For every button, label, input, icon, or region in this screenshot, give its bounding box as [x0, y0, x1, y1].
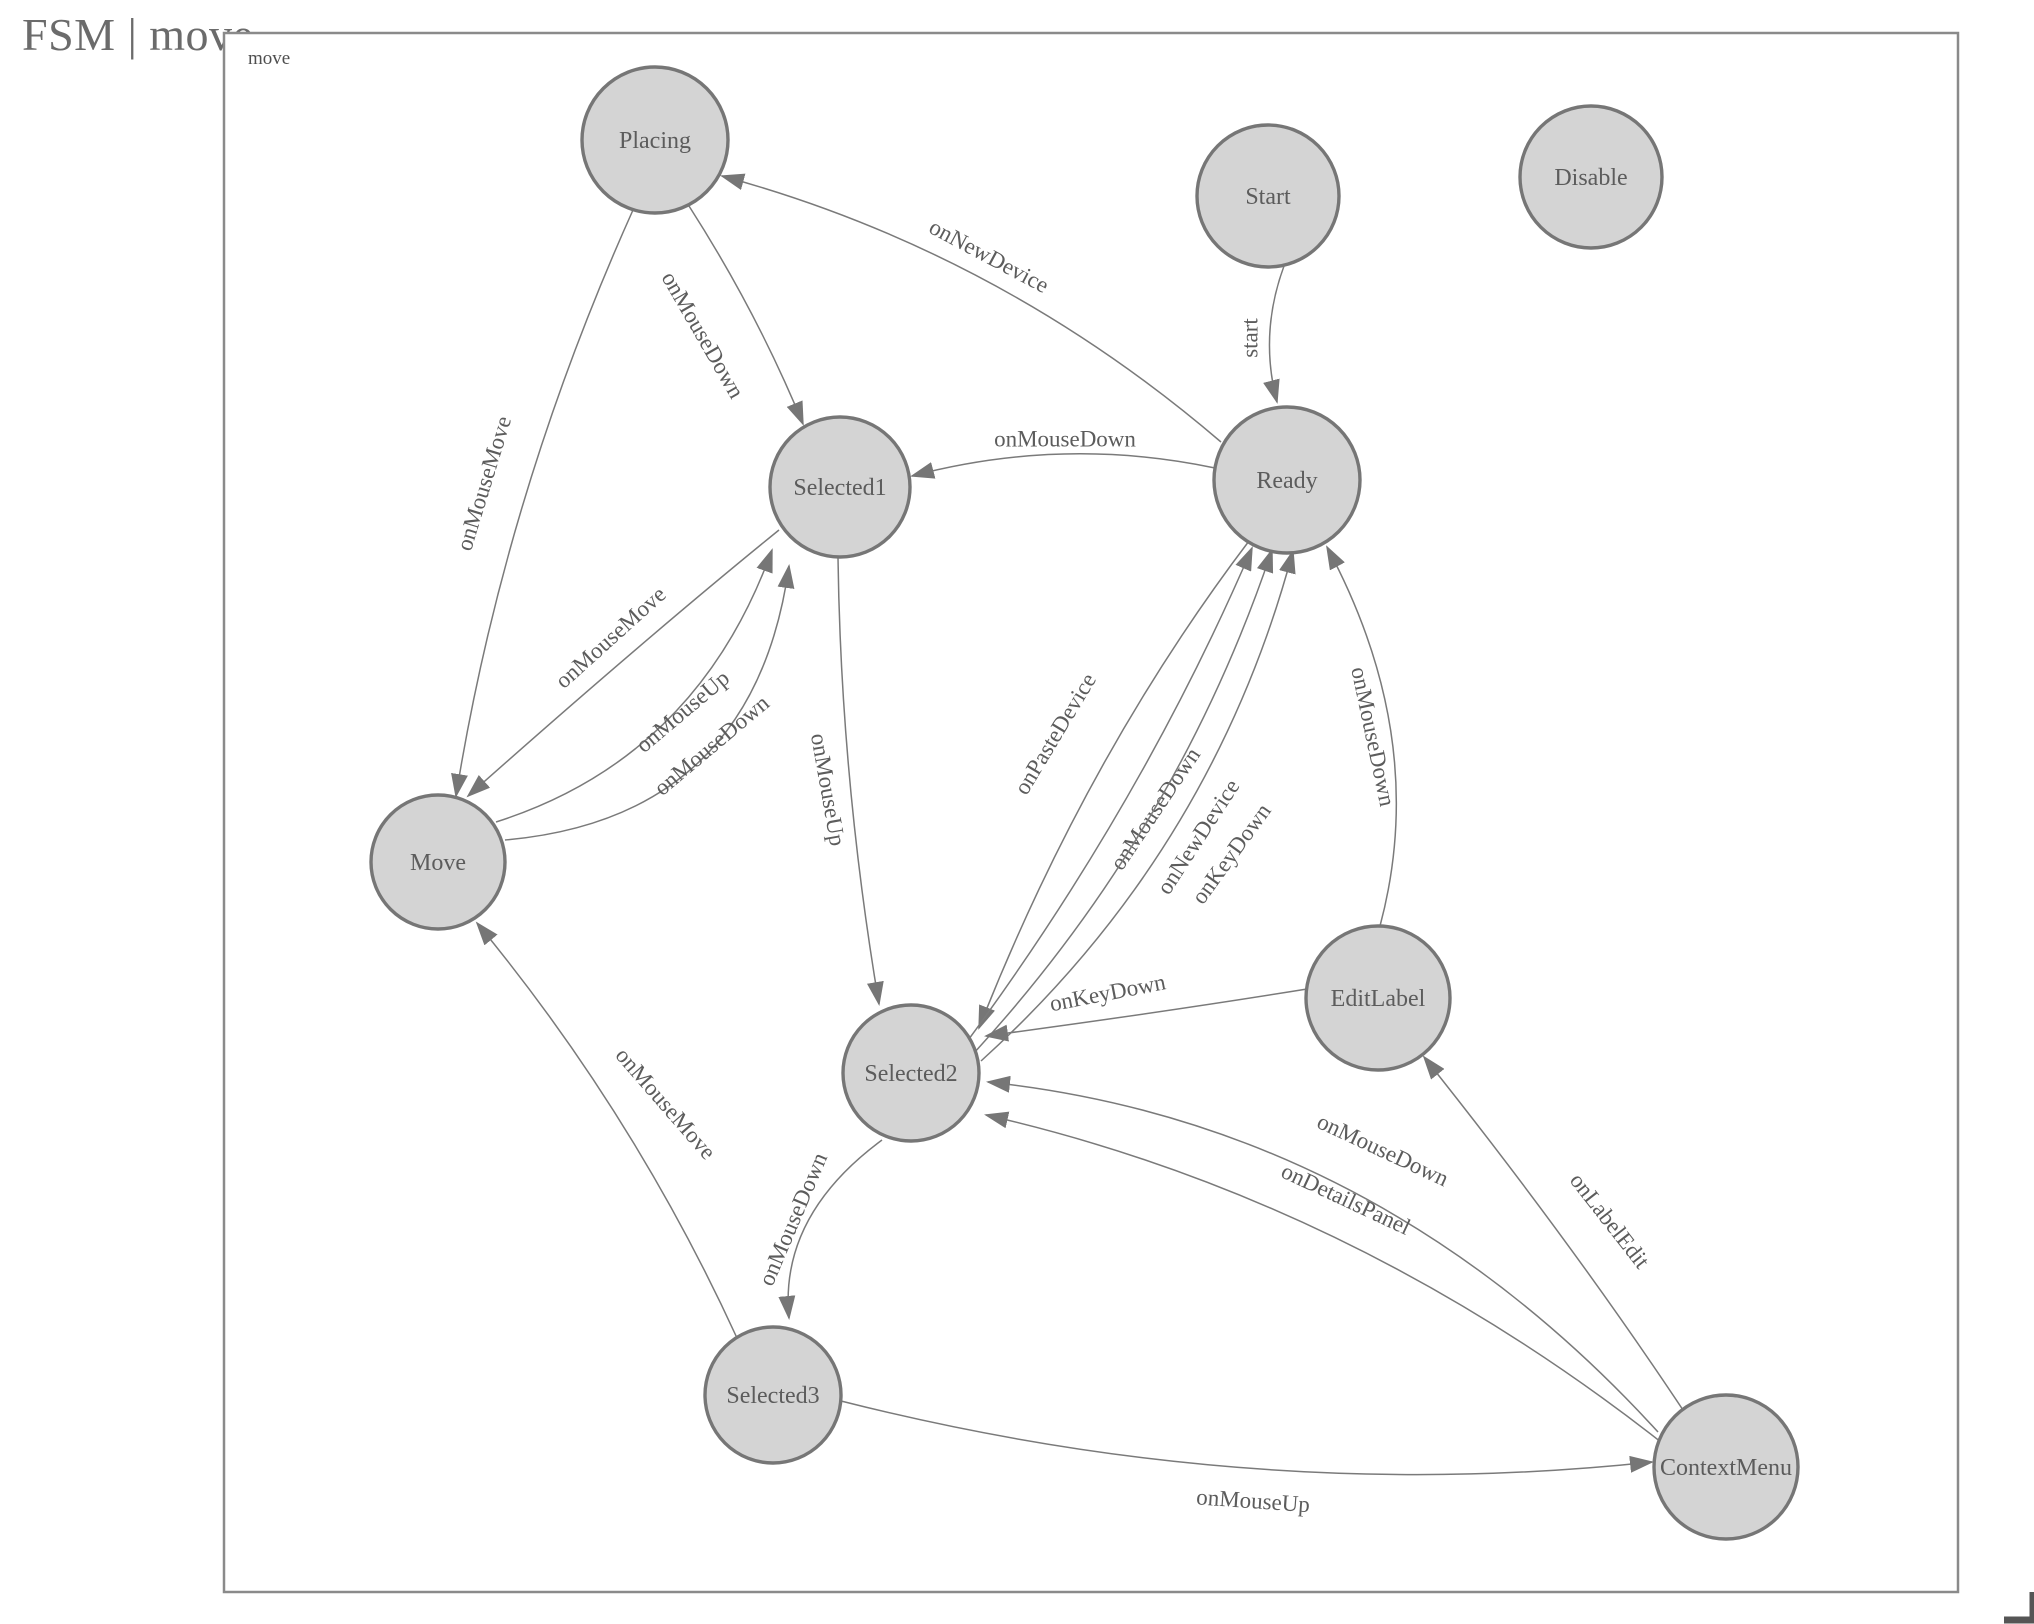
- state-circle-Move[interactable]: [369, 793, 507, 931]
- state-label-Move: Move: [410, 850, 466, 876]
- state-circle-Ready[interactable]: [1212, 405, 1362, 555]
- transition-edge-Selected2-Ready: [980, 549, 1296, 1062]
- state-circle-Selected3[interactable]: [703, 1325, 843, 1465]
- state-label-Selected2: Selected2: [864, 1061, 957, 1087]
- transition-edge-Ready-Selected2: [978, 540, 1250, 1030]
- transition-edge-Selected2-Ready: [973, 548, 1274, 1054]
- transition-edge-Selected3-Move: [475, 921, 738, 1339]
- state-label-Selected3: Selected3: [726, 1383, 819, 1409]
- state-circle-Selected1[interactable]: [768, 415, 912, 559]
- transition-edge-ContextMenu-Selected2: [986, 1075, 1659, 1433]
- state-circle-Start[interactable]: [1195, 123, 1341, 269]
- transition-edge-EditLabel-Selected2: [984, 988, 1308, 1042]
- state-node-Start[interactable]: Start: [1195, 123, 1341, 269]
- transition-edge-Ready-Selected1: [910, 453, 1216, 479]
- state-node-Disable[interactable]: Disable: [1518, 104, 1664, 250]
- transition-label-onMouseDown: onMouseDown: [994, 426, 1136, 451]
- transition-edge-Selected1-Selected2: [837, 557, 884, 1006]
- state-node-Selected3[interactable]: Selected3: [703, 1325, 843, 1465]
- state-node-Move[interactable]: Move: [369, 793, 507, 931]
- transition-label-start: start: [1237, 318, 1262, 358]
- canvas-title-label: move: [248, 48, 290, 69]
- state-circle-Disable[interactable]: [1518, 104, 1664, 250]
- transition-edge-Ready-Placing: [720, 173, 1222, 443]
- transition-edge-Selected2-Selected3: [778, 1139, 883, 1320]
- state-circle-Selected2[interactable]: [841, 1003, 981, 1143]
- state-label-Start: Start: [1245, 184, 1291, 210]
- state-label-Disable: Disable: [1554, 165, 1627, 191]
- transition-edge-ContextMenu-EditLabel: [1422, 1055, 1684, 1411]
- transition-edge-Move-Selected1: [495, 548, 773, 823]
- states-layer: Placing Start Disable Ready Selected1 Move Sel…: [369, 65, 1800, 1541]
- state-node-Selected1[interactable]: Selected1: [768, 415, 912, 559]
- diagram-border-box: [222, 31, 1960, 1594]
- transition-edge-Selected1-Move: [466, 529, 780, 798]
- transition-edge-Start-Ready: [1263, 265, 1285, 404]
- state-label-Selected1: Selected1: [793, 475, 886, 501]
- state-circle-ContextMenu[interactable]: [1652, 1393, 1800, 1541]
- transition-edge-Selected2-Ready: [965, 546, 1253, 1044]
- transition-edge-Placing-Selected1: [688, 205, 804, 426]
- state-node-Selected2[interactable]: Selected2: [841, 1003, 981, 1143]
- transition-edge-Selected3-ContextMenu: [840, 1400, 1654, 1476]
- state-circle-Placing[interactable]: [580, 65, 730, 215]
- state-label-Placing: Placing: [619, 128, 691, 154]
- state-node-Ready[interactable]: Ready: [1212, 405, 1362, 555]
- state-label-Ready: Ready: [1256, 468, 1317, 494]
- transition-edge-EditLabel-Ready: [1326, 545, 1398, 927]
- scrollbar-corner-mark: [2004, 1592, 2034, 1624]
- transition-edge-Move-Selected1: [504, 564, 795, 841]
- state-node-ContextMenu[interactable]: ContextMenu: [1652, 1393, 1800, 1541]
- state-label-EditLabel: EditLabel: [1331, 986, 1426, 1012]
- state-node-EditLabel[interactable]: EditLabel: [1304, 924, 1452, 1072]
- transition-edge-ContextMenu-Selected2: [984, 1111, 1667, 1447]
- state-circle-EditLabel[interactable]: [1304, 924, 1452, 1072]
- state-label-ContextMenu: ContextMenu: [1660, 1455, 1792, 1481]
- transition-edge-Placing-Move: [451, 209, 634, 798]
- state-node-Placing[interactable]: Placing: [580, 65, 730, 215]
